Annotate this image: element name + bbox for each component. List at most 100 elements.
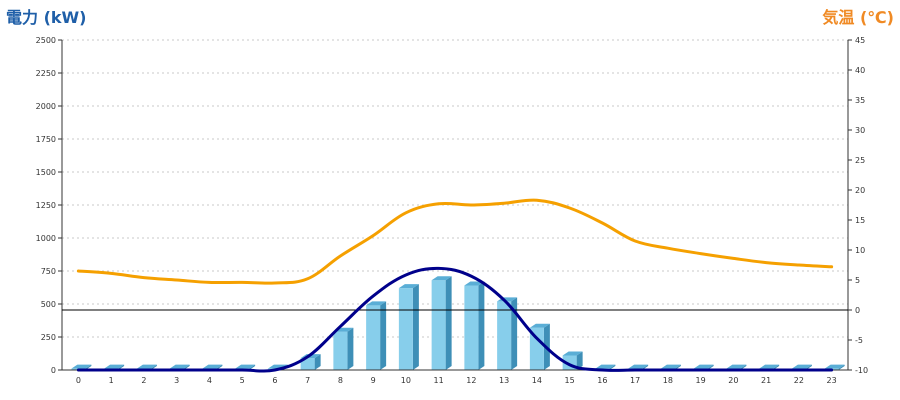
left-tick-label: 250 bbox=[41, 333, 56, 342]
x-tick-label: 10 bbox=[401, 376, 411, 385]
bar-side bbox=[445, 276, 452, 370]
x-tick-label: 16 bbox=[597, 376, 607, 385]
bar-side bbox=[412, 284, 419, 370]
bar-top bbox=[136, 364, 157, 369]
bar-top bbox=[726, 364, 747, 369]
bar-front bbox=[431, 280, 446, 370]
power-bars bbox=[71, 276, 845, 370]
bar bbox=[431, 276, 452, 370]
bar-side bbox=[511, 297, 518, 370]
bar-top bbox=[366, 301, 387, 306]
bar-top bbox=[628, 364, 649, 369]
x-tick-label: 22 bbox=[794, 376, 804, 385]
bar-side bbox=[314, 354, 321, 370]
right-tick-label: -10 bbox=[855, 366, 868, 375]
x-tick-label: 17 bbox=[630, 376, 640, 385]
temperature-line bbox=[76, 198, 834, 285]
bar-side bbox=[838, 364, 845, 370]
right-tick-label: 10 bbox=[855, 246, 865, 255]
bar-top bbox=[693, 364, 714, 369]
bar bbox=[398, 284, 419, 370]
bar-side bbox=[478, 281, 485, 370]
right-tick-label: 40 bbox=[855, 66, 865, 75]
bar-top bbox=[562, 351, 583, 356]
bar-top bbox=[235, 364, 256, 369]
bar-side bbox=[609, 364, 616, 370]
x-tick-label: 7 bbox=[305, 376, 310, 385]
bar-top bbox=[824, 364, 845, 369]
left-tick-label: 2000 bbox=[36, 102, 56, 111]
bar-top bbox=[398, 284, 419, 289]
right-tick-label: 0 bbox=[855, 306, 860, 315]
right-tick-label: 25 bbox=[855, 156, 865, 165]
right-axis-title: 気温 (℃) bbox=[822, 8, 894, 27]
left-tick-label: 750 bbox=[41, 267, 56, 276]
bar-front bbox=[333, 331, 348, 370]
bar bbox=[464, 281, 485, 370]
bar-front bbox=[529, 327, 544, 370]
x-tick-label: 15 bbox=[565, 376, 575, 385]
right-tick-label: 15 bbox=[855, 216, 865, 225]
x-tick-label: 18 bbox=[663, 376, 673, 385]
bar-top bbox=[660, 364, 681, 369]
bar bbox=[497, 297, 518, 370]
x-tick-label: 2 bbox=[141, 376, 146, 385]
bar-top bbox=[595, 364, 616, 369]
x-tick-label: 6 bbox=[272, 376, 277, 385]
bar bbox=[333, 327, 354, 370]
left-tick-label: 0 bbox=[51, 366, 56, 375]
series-lines bbox=[76, 198, 834, 373]
right-tick-label: 20 bbox=[855, 186, 865, 195]
x-tick-label: 0 bbox=[76, 376, 81, 385]
left-tick-label: 2250 bbox=[36, 69, 56, 78]
left-tick-label: 1500 bbox=[36, 168, 56, 177]
bar-top bbox=[759, 364, 780, 369]
x-tick-label: 14 bbox=[532, 376, 542, 385]
bar-top bbox=[529, 323, 550, 328]
bar-front bbox=[497, 301, 512, 370]
x-tick-label: 1 bbox=[109, 376, 114, 385]
bar-side bbox=[576, 351, 583, 370]
left-tick-label: 1000 bbox=[36, 234, 56, 243]
bar-front bbox=[300, 358, 315, 370]
right-tick-label: 45 bbox=[855, 36, 865, 45]
x-tick-label: 4 bbox=[207, 376, 212, 385]
bar-top bbox=[202, 364, 223, 369]
x-tick-label: 12 bbox=[466, 376, 476, 385]
bar-top bbox=[169, 364, 190, 369]
bar bbox=[366, 301, 387, 370]
right-tick-label: -5 bbox=[855, 336, 863, 345]
left-tick-label: 500 bbox=[41, 300, 56, 309]
bar-top bbox=[791, 364, 812, 369]
x-tick-label: 8 bbox=[338, 376, 343, 385]
x-tick-label: 9 bbox=[371, 376, 376, 385]
x-axis-ticks: 0 1 2 3 4 5 6 7 8 9 10 11 12 13 14 15 16 17 18 19 20 21 22 23 bbox=[76, 376, 837, 385]
right-axis-ticks: -10 -5 0 5 10 15 20 25 30 35 40 45 bbox=[848, 36, 868, 375]
bar-top bbox=[104, 364, 125, 369]
x-tick-label: 3 bbox=[174, 376, 179, 385]
bar-side bbox=[380, 301, 387, 370]
power-line bbox=[76, 266, 834, 373]
left-tick-label: 2500 bbox=[36, 36, 56, 45]
bar-front bbox=[398, 288, 413, 370]
bar-side bbox=[249, 364, 256, 370]
x-tick-label: 23 bbox=[827, 376, 837, 385]
left-axis-title: 電力 (kW) bbox=[6, 8, 87, 27]
x-tick-label: 13 bbox=[499, 376, 509, 385]
grid bbox=[62, 39, 848, 338]
left-tick-label: 1750 bbox=[36, 135, 56, 144]
right-tick-label: 35 bbox=[855, 96, 865, 105]
left-tick-label: 1250 bbox=[36, 201, 56, 210]
left-axis-ticks: 0 250 500 750 1000 1250 1500 1750 2000 2250 2500 bbox=[36, 36, 62, 375]
right-tick-label: 5 bbox=[855, 276, 860, 285]
bar-top bbox=[431, 276, 452, 281]
x-tick-label: 21 bbox=[761, 376, 771, 385]
bar-top bbox=[71, 364, 92, 369]
bar-front bbox=[464, 285, 479, 370]
x-tick-label: 11 bbox=[434, 376, 444, 385]
bar-side bbox=[347, 327, 354, 370]
bar-front bbox=[366, 305, 381, 370]
x-tick-label: 5 bbox=[240, 376, 245, 385]
bar-top bbox=[464, 281, 485, 286]
